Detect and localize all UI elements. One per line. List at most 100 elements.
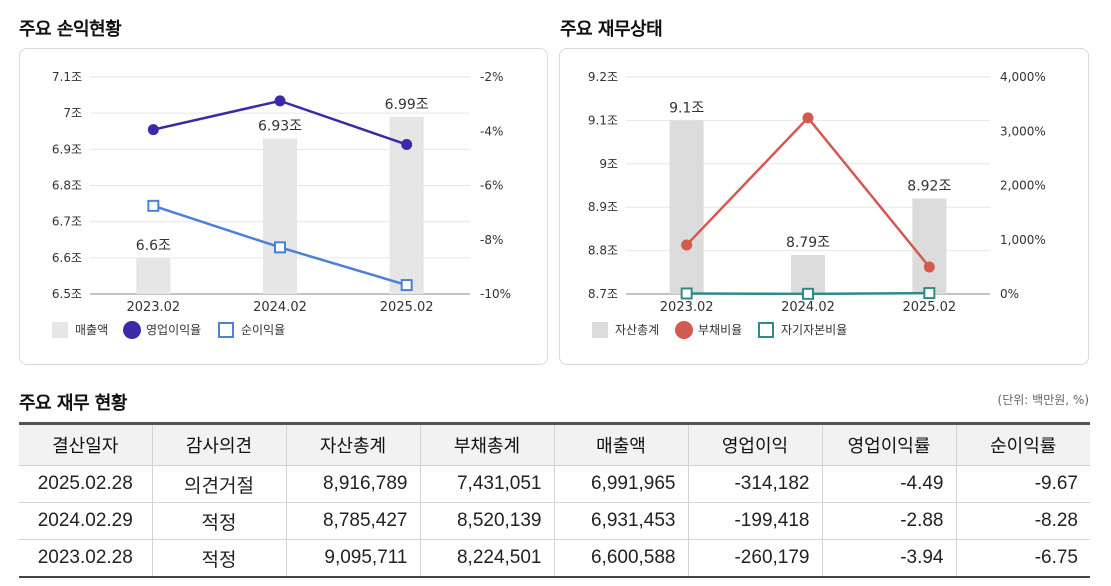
col-header-date: 결산일자 [19, 422, 153, 466]
point-자기자본비율 [680, 287, 693, 300]
point-부채비율 [923, 261, 935, 273]
income-chart: 7.1조 7조 6.9조 6.8조 6.7조 6.6조 6.5조 -2% -4% -6% -8% -1… [52, 70, 511, 339]
bar-2023.02 [669, 120, 704, 295]
cell-operating-margin: -4.49 [822, 465, 957, 503]
right-axis-tick: -10% [480, 287, 511, 301]
cell-date: 2023.02.28 [19, 539, 153, 578]
legend-swatch-bar [52, 322, 68, 338]
cell-liabilities: 7,431,051 [420, 465, 555, 503]
left-axis-tick: 9.1조 [588, 113, 618, 127]
point-부채비율 [802, 112, 814, 124]
cell-assets: 9,095,711 [286, 539, 421, 578]
point-영업이익율 [401, 139, 413, 151]
cell-operating-margin: -3.94 [822, 539, 957, 578]
cell-audit: 적정 [152, 502, 287, 540]
left-axis-tick: 9조 [599, 157, 618, 171]
cell-liabilities: 8,224,501 [420, 539, 555, 578]
legend-swatch-square [218, 322, 234, 338]
left-axis-tick: 9.2조 [588, 70, 618, 84]
point-순이익율 [400, 279, 413, 292]
legend-label: 자기자본비율 [781, 323, 847, 337]
bar-2024.02 [263, 138, 297, 294]
cell-net-margin: -8.28 [956, 502, 1090, 540]
cell-net-margin: -6.75 [956, 539, 1090, 578]
cell-audit: 의견거절 [152, 465, 287, 503]
balance-chart: 9.2조 9.1조 9조 8.9조 8.8조 8.7조 4,000% 3,000% 2,000%… [588, 70, 1046, 339]
table-row: 2024.02.29 적정 8,785,427 8,520,139 6,931,… [19, 502, 1090, 540]
cell-operating-profit: -260,179 [688, 539, 823, 578]
right-axis-tick: 1,000% [1000, 233, 1046, 247]
legend-swatch-square [758, 322, 774, 338]
cell-date: 2025.02.28 [19, 465, 153, 503]
cell-liabilities: 8,520,139 [420, 502, 555, 540]
col-header-operating-profit: 영업이익 [688, 422, 823, 466]
legend-swatch-bar [592, 322, 608, 338]
bar-label: 6.93조 [258, 118, 302, 134]
col-header-assets: 자산총계 [286, 422, 421, 466]
legend-label: 영업이익율 [146, 323, 201, 337]
legend-label: 부채비율 [698, 323, 742, 337]
bar-label: 8.92조 [907, 179, 951, 195]
left-axis-tick: 6.7조 [52, 215, 82, 229]
cell-revenue: 6,931,453 [554, 502, 689, 540]
left-axis-tick: 8.8조 [588, 244, 618, 258]
left-axis-tick: 8.7조 [588, 287, 618, 301]
cell-assets: 8,916,789 [286, 465, 421, 503]
left-axis-tick: 7조 [63, 106, 82, 120]
right-axis-tick: 2,000% [1000, 179, 1046, 193]
cell-assets: 8,785,427 [286, 502, 421, 540]
point-자기자본비율 [802, 287, 814, 300]
left-axis-tick: 6.5조 [52, 287, 82, 301]
cell-operating-profit: -199,418 [688, 502, 823, 540]
bar-label: 9.1조 [669, 100, 704, 116]
x-axis-tick: 2023.02 [126, 300, 180, 315]
cell-operating-margin: -2.88 [822, 502, 957, 540]
x-axis-tick: 2024.02 [253, 300, 307, 315]
col-header-audit: 감사의견 [152, 422, 287, 466]
left-axis-tick: 7.1조 [52, 70, 82, 84]
table-header-row: 결산일자 감사의견 자산총계 부채총계 매출액 영업이익 영업이익률 순이익률 [19, 422, 1090, 466]
point-부채비율 [681, 239, 693, 251]
right-axis-tick: -2% [480, 70, 503, 84]
x-axis-tick: 2023.02 [660, 300, 714, 315]
cell-revenue: 6,991,965 [554, 465, 689, 503]
left-axis-tick: 8.9조 [588, 200, 618, 214]
table-row: 2023.02.28 적정 9,095,711 8,224,501 6,600,… [19, 539, 1090, 578]
bar-2025.02 [912, 198, 947, 294]
point-순이익율 [274, 241, 286, 254]
bar-label: 8.79조 [786, 235, 830, 251]
bar-2023.02 [136, 257, 171, 294]
right-axis-tick: 4,000% [1000, 70, 1046, 84]
x-axis-tick: 2024.02 [781, 300, 835, 315]
left-axis-tick: 6.9조 [52, 142, 82, 156]
cell-revenue: 6,600,588 [554, 539, 689, 578]
financial-table: 결산일자 감사의견 자산총계 부채총계 매출액 영업이익 영업이익률 순이익률 … [19, 422, 1090, 578]
x-axis-tick: 2025.02 [902, 300, 956, 315]
right-axis-tick: -8% [480, 233, 503, 247]
balance-chart-card: 9.2조 9.1조 9조 8.9조 8.8조 8.7조 4,000% 3,000% 2,000%… [559, 48, 1089, 365]
point-순이익율 [147, 199, 160, 212]
legend-label: 순이익율 [241, 323, 285, 337]
bar-label: 6.99조 [385, 97, 429, 113]
income-section-title: 주요 손익현황 [19, 19, 122, 40]
point-영업이익율 [274, 95, 286, 107]
bar-label: 6.6조 [136, 238, 171, 254]
left-axis-tick: 6.6조 [52, 251, 82, 265]
right-axis-tick: -4% [480, 124, 503, 138]
x-axis-tick: 2025.02 [380, 300, 434, 315]
col-header-revenue: 매출액 [554, 422, 689, 466]
balance-section-title: 주요 재무상태 [560, 19, 663, 40]
legend-swatch-circle [675, 321, 693, 339]
cell-date: 2024.02.29 [19, 502, 153, 540]
cell-operating-profit: -314,182 [688, 465, 823, 503]
point-자기자본비율 [923, 287, 936, 300]
legend-label: 매출액 [75, 323, 108, 337]
col-header-liabilities: 부채총계 [420, 422, 555, 466]
legend-swatch-circle [123, 321, 141, 339]
col-header-net-margin: 순이익률 [956, 422, 1090, 466]
bar-2024.02 [791, 254, 825, 294]
cell-audit: 적정 [152, 539, 287, 578]
income-chart-card: 7.1조 7조 6.9조 6.8조 6.7조 6.6조 6.5조 -2% -4% -6% -8% -1… [19, 48, 548, 365]
right-axis-tick: 0% [1000, 287, 1019, 301]
point-영업이익율 [147, 124, 159, 136]
